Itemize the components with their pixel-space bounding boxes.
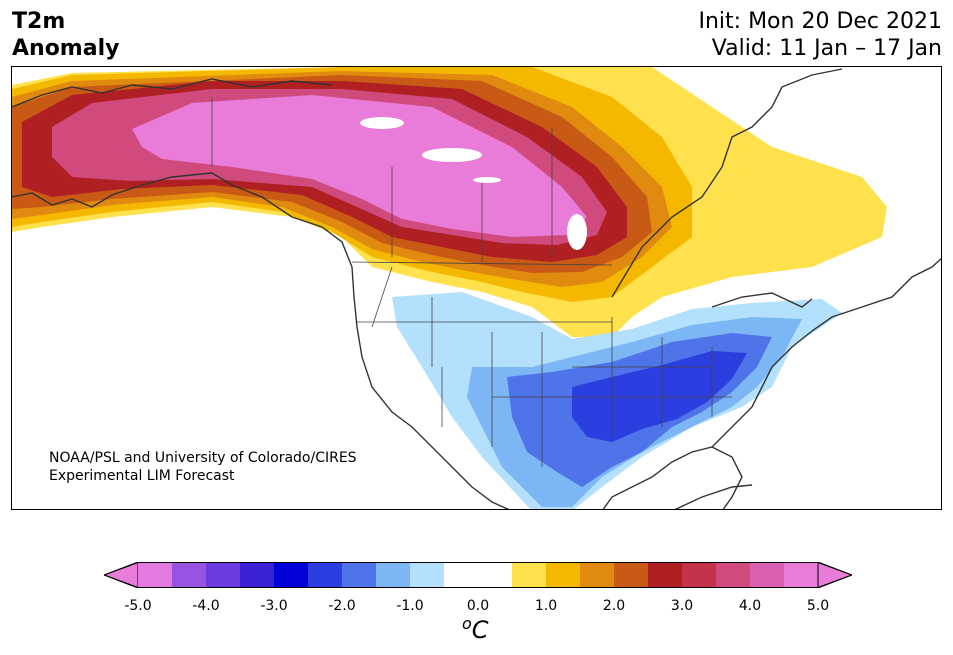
lakes xyxy=(360,117,587,250)
forecast-dates: Init: Mon 20 Dec 2021 Valid: 11 Jan – 17… xyxy=(699,8,943,62)
credit-line-2: Experimental LIM Forecast xyxy=(49,468,235,484)
colorbar-tick-label: 3.0 xyxy=(670,598,694,614)
anomaly-map xyxy=(11,66,942,510)
valid-range: Valid: 11 Jan – 17 Jan xyxy=(711,36,942,61)
colorbar-segment xyxy=(342,562,377,588)
colorbar-tick-label: 2.0 xyxy=(602,598,626,614)
colorbar-over-arrow xyxy=(817,561,854,589)
colorbar-segment xyxy=(274,562,309,588)
colorbar-segment xyxy=(138,562,173,588)
colorbar-tick-label: 5.0 xyxy=(806,598,830,614)
colorbar-graphic xyxy=(102,561,854,589)
colorbar xyxy=(102,561,854,592)
title-line-1: T2m xyxy=(12,9,66,34)
coastlines xyxy=(12,68,941,509)
colorbar-segment xyxy=(750,562,785,588)
colorbar-segment xyxy=(240,562,275,588)
credit-text: NOAA/PSL and University of Colorado/CIRE… xyxy=(49,449,357,485)
colorbar-segment xyxy=(614,562,649,588)
colorbar-segment xyxy=(376,562,411,588)
units-label: oC xyxy=(462,614,489,644)
title-line-2: Anomaly xyxy=(12,36,120,61)
colorbar-tick-label: -2.0 xyxy=(328,598,356,614)
init-date: Init: Mon 20 Dec 2021 xyxy=(698,9,943,34)
colorbar-segment xyxy=(308,562,343,588)
colorbar-tick-label: -4.0 xyxy=(192,598,220,614)
colorbar-segment xyxy=(172,562,207,588)
colorbar-segment xyxy=(648,562,683,588)
map-canvas xyxy=(12,67,941,509)
colorbar-segment xyxy=(784,562,819,588)
colorbar-segment xyxy=(512,562,547,588)
colorbar-segment xyxy=(580,562,615,588)
colorbar-segment xyxy=(546,562,581,588)
colorbar-segment xyxy=(206,562,241,588)
colorbar-tick-label: 1.0 xyxy=(534,598,558,614)
colorbar-segment xyxy=(410,562,445,588)
state-borders xyxy=(211,97,732,467)
colorbar-tick-label: -1.0 xyxy=(396,598,424,614)
map-title: T2m Anomaly xyxy=(12,8,119,62)
colorbar-tick-label: 4.0 xyxy=(738,598,762,614)
colorbar-segment xyxy=(716,562,751,588)
warm-pink-core xyxy=(132,95,587,237)
colorbar-tick-label: -3.0 xyxy=(260,598,288,614)
colorbar-segment xyxy=(444,562,479,588)
colorbar-tick-label: 0.0 xyxy=(466,598,490,614)
colorbar-tick-label: -5.0 xyxy=(124,598,152,614)
units-letter: C xyxy=(471,616,489,644)
degree-symbol: o xyxy=(462,614,472,633)
cold-blue-core xyxy=(572,351,747,442)
colorbar-segment xyxy=(478,562,513,588)
colorbar-under-arrow xyxy=(102,561,139,589)
colorbar-segment xyxy=(682,562,717,588)
credit-line-1: NOAA/PSL and University of Colorado/CIRE… xyxy=(49,450,357,466)
